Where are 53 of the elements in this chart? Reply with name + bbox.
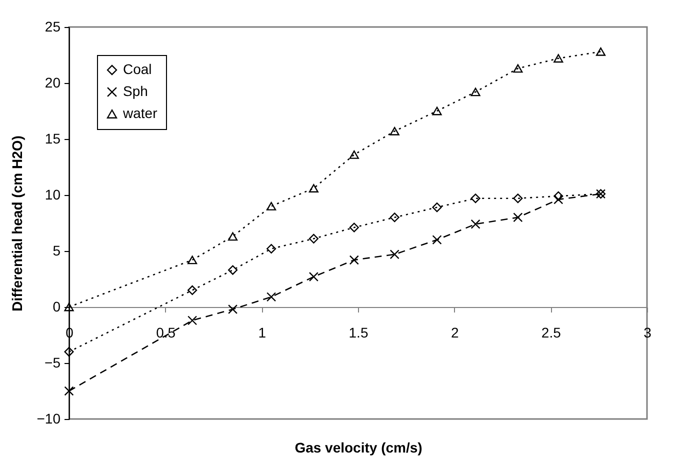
legend-label: water — [122, 105, 158, 121]
y-tick-label: 10 — [44, 186, 61, 202]
point — [349, 222, 359, 232]
point — [188, 316, 198, 326]
y-axis-title: Differential head (cm H2O) — [8, 136, 25, 312]
point — [470, 194, 480, 204]
x-tick-label: 3 — [644, 324, 652, 340]
point — [390, 250, 400, 260]
x-tick-label: 2.5 — [541, 324, 562, 340]
y-tick-label: 20 — [44, 74, 61, 90]
point — [390, 212, 400, 222]
point — [554, 54, 564, 63]
point — [308, 234, 318, 244]
point — [596, 47, 606, 56]
point — [228, 304, 238, 314]
point — [228, 265, 238, 275]
point — [513, 64, 523, 73]
x-tick-label: 2 — [450, 324, 459, 340]
y-tick-label: 15 — [44, 130, 61, 146]
point — [188, 256, 198, 264]
x-tick-label: 1 — [258, 324, 266, 340]
y-tick-label: −10 — [36, 410, 61, 426]
x-tick-label: 0.5 — [156, 324, 176, 340]
x-tick-label: 1.5 — [348, 324, 368, 340]
point — [266, 244, 276, 254]
point — [349, 255, 359, 265]
point — [228, 232, 238, 241]
point — [554, 191, 564, 201]
point — [308, 184, 318, 193]
point — [308, 272, 318, 282]
x-axis-title: Gas velocity (cm/s) — [294, 440, 422, 456]
point — [266, 292, 276, 302]
y-tick-label: 25 — [44, 18, 61, 34]
point — [513, 194, 523, 204]
legend-label: Sph — [123, 83, 148, 99]
point — [349, 150, 359, 159]
point — [554, 194, 564, 204]
point — [470, 219, 480, 229]
point — [64, 302, 74, 312]
point — [390, 126, 400, 136]
legend-label: Coal — [123, 61, 152, 77]
point — [266, 202, 276, 210]
point — [64, 386, 74, 396]
point — [432, 202, 442, 212]
point — [432, 106, 442, 116]
point — [513, 212, 523, 222]
y-tick-label: 5 — [52, 242, 61, 258]
y-tick-label: 0 — [52, 298, 61, 314]
point — [432, 235, 442, 245]
point — [64, 347, 74, 357]
point — [188, 285, 198, 295]
point — [470, 88, 480, 96]
y-tick-label: −5 — [44, 354, 61, 370]
